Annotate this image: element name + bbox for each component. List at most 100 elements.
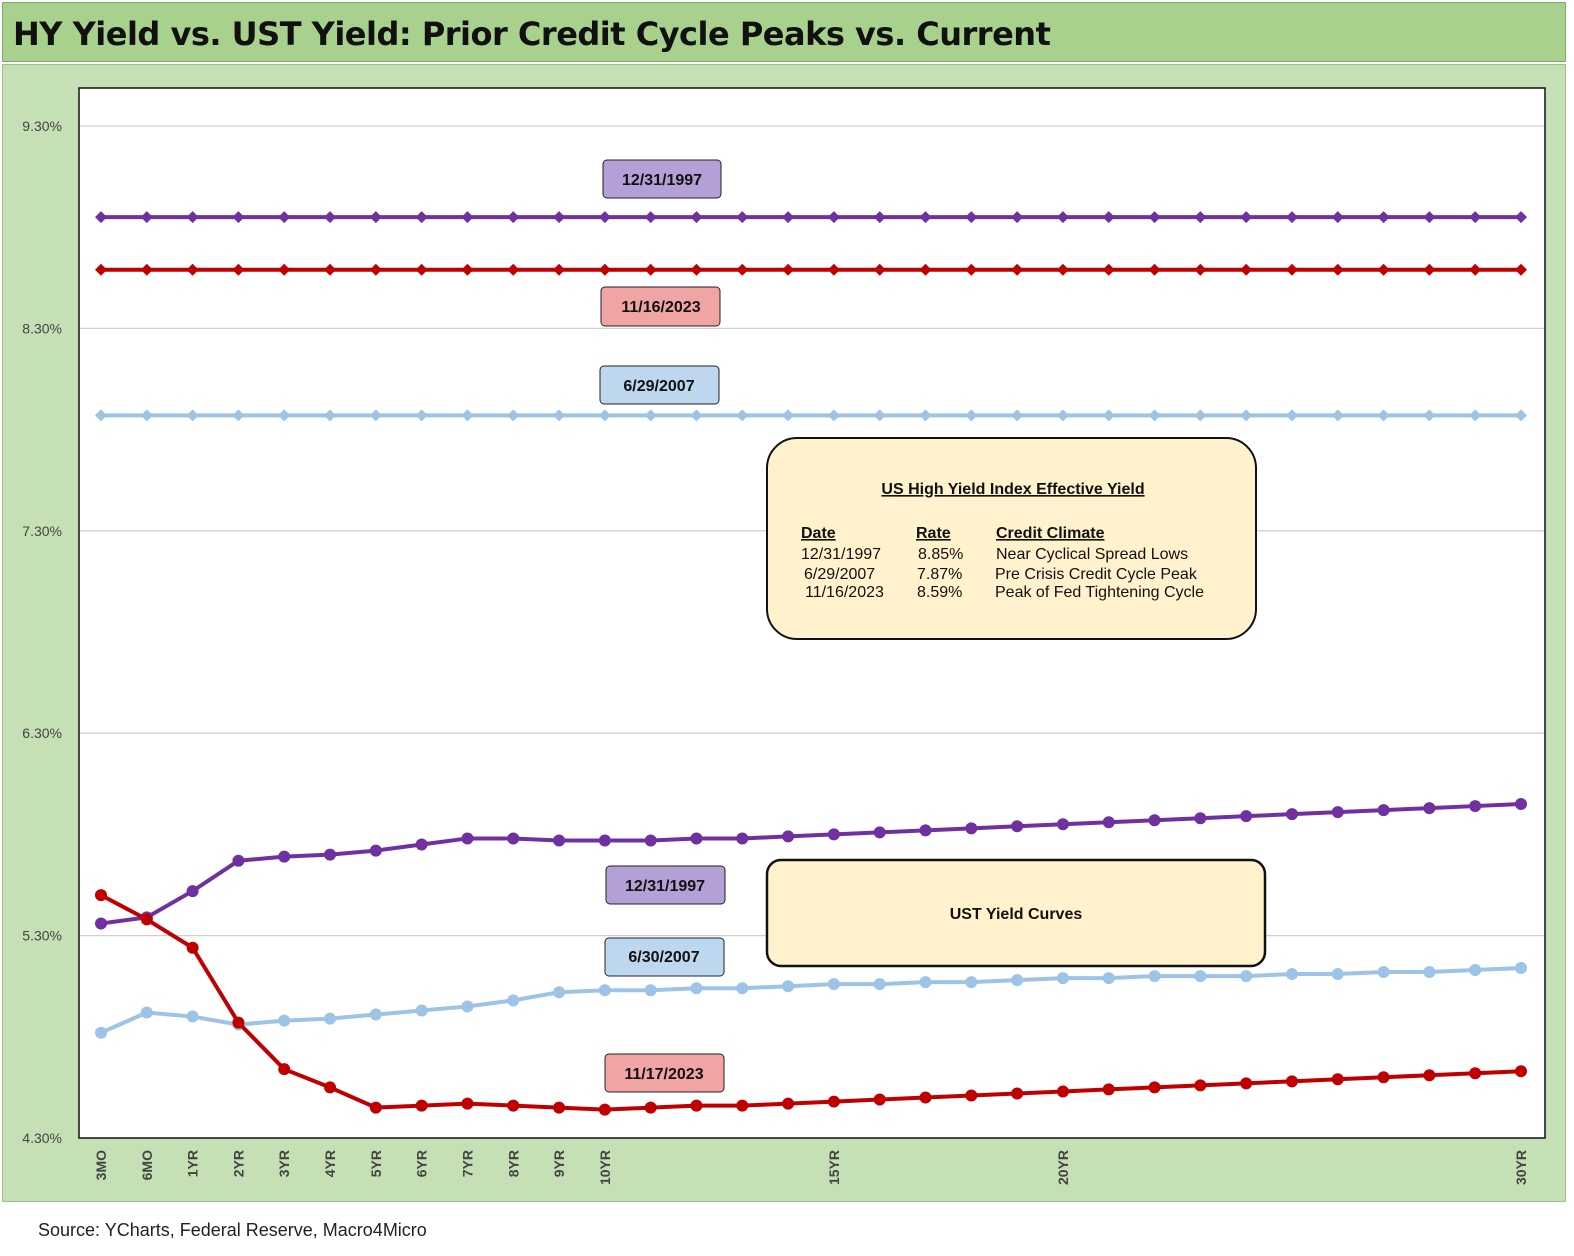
hy-series-2: [95, 409, 1527, 422]
ust-data-point: [461, 1000, 474, 1013]
x-tick-label: 7YR: [459, 1150, 475, 1177]
ust-data-point: [1377, 804, 1390, 817]
ust-data-point: [186, 1010, 199, 1023]
ust-data-point: [690, 982, 703, 995]
ust-data-point: [1469, 1067, 1482, 1080]
y-tick-labels: 9.30% 8.30% 7.30% 6.30% 5.30% 4.30%: [22, 118, 62, 1146]
hy-data-point: [598, 409, 611, 422]
hy-data-point: [278, 263, 291, 276]
ust-data-point: [827, 828, 840, 841]
ust-series-line: [100, 802, 1522, 926]
hy-box-header-climate: Credit Climate: [996, 525, 1105, 542]
hy-data-point: [369, 263, 382, 276]
x-tick-label: 6YR: [414, 1150, 430, 1177]
x-tick-label: 4YR: [322, 1150, 338, 1177]
hy-data-point: [1194, 263, 1207, 276]
hy-data-point: [461, 409, 474, 422]
hy-box-row-date: 11/16/2023: [805, 584, 884, 601]
hy-data-point: [1102, 263, 1115, 276]
hy-data-point: [1377, 409, 1390, 422]
ust-data-point: [736, 982, 749, 995]
ust-data-point: [369, 1008, 382, 1021]
hy-data-point: [507, 263, 520, 276]
hy-series-0: [95, 211, 1527, 224]
ust-data-point: [507, 1099, 520, 1112]
hy-data-point: [1515, 211, 1527, 224]
hy-data-point: [782, 263, 795, 276]
ust-data-point: [140, 1006, 153, 1019]
ust-data-point: [1011, 1087, 1024, 1100]
hy-data-point: [598, 263, 611, 276]
hy-data-point: [965, 211, 978, 224]
ust-data-point: [1423, 966, 1436, 979]
ust-data-point: [736, 1099, 749, 1112]
x-tick-label: 3MO: [93, 1150, 109, 1180]
hy-data-point: [827, 263, 840, 276]
hy-data-point: [1331, 211, 1344, 224]
ust-data-point: [415, 838, 428, 851]
hy-data-point: [278, 211, 291, 224]
ust-data-point: [873, 978, 886, 991]
ust-annotation-box: UST Yield Curves: [765, 858, 1267, 968]
ust-data-point: [507, 832, 520, 845]
ust-data-point: [324, 1012, 337, 1025]
hy-data-point: [1423, 263, 1436, 276]
series-tag: 12/31/1997: [602, 159, 722, 199]
ust-data-point: [186, 885, 199, 898]
hy-data-point: [1469, 409, 1482, 422]
ust-data-point: [919, 1091, 932, 1104]
hy-box-row-rate: 7.87%: [917, 566, 962, 583]
ust-data-point: [1377, 1071, 1390, 1084]
hy-data-point: [1469, 211, 1482, 224]
hy-data-point: [186, 211, 199, 224]
ust-data-point: [553, 834, 566, 847]
hy-data-point: [1285, 211, 1298, 224]
hy-data-point: [140, 211, 153, 224]
hy-data-point: [553, 263, 566, 276]
hy-data-point: [827, 211, 840, 224]
ust-data-point: [965, 1089, 978, 1102]
hy-data-point: [1194, 211, 1207, 224]
hy-data-point: [1102, 211, 1115, 224]
hy-data-point: [1102, 409, 1115, 422]
hy-data-point: [1148, 211, 1161, 224]
hy-annotation-box: US High Yield Index Effective Yield Date…: [766, 437, 1257, 640]
ust-data-point: [1423, 802, 1436, 815]
hy-data-point: [95, 211, 107, 224]
series-tag-label: 11/16/2023: [621, 299, 700, 316]
series-tag-label: 11/17/2023: [624, 1066, 703, 1083]
page-title: HY Yield vs. UST Yield: Prior Credit Cyc…: [13, 15, 1051, 53]
ust-data-point: [644, 984, 657, 997]
hy-data-point: [232, 409, 245, 422]
hy-data-point: [415, 263, 428, 276]
series-tag: 6/30/2007: [604, 937, 725, 977]
series-tag: 11/16/2023: [600, 286, 721, 327]
hy-data-point: [278, 409, 291, 422]
hy-data-point: [1285, 263, 1298, 276]
hy-box-row-rate: 8.59%: [917, 584, 962, 601]
ust-data-point: [1240, 970, 1253, 983]
hy-data-point: [782, 409, 795, 422]
hy-box-header-rate: Rate: [916, 525, 951, 542]
ust-data-point: [736, 832, 749, 845]
hy-box-title: US High Yield Index Effective Yield: [881, 481, 1144, 498]
ust-data-point: [1331, 806, 1344, 819]
hy-data-point: [965, 409, 978, 422]
x-tick-label: 3YR: [276, 1150, 292, 1177]
ust-data-point: [1148, 814, 1161, 827]
series-tag-label: 12/31/1997: [622, 172, 702, 189]
hy-box-header-date: Date: [801, 525, 836, 542]
y-tick-label: 6.30%: [22, 725, 62, 741]
series-tag-label: 6/30/2007: [628, 949, 699, 966]
y-tick-label: 5.30%: [22, 928, 62, 944]
hy-data-point: [507, 211, 520, 224]
source-note: Source: YCharts, Federal Reserve, Macro4…: [38, 1220, 427, 1240]
hy-data-point: [736, 211, 749, 224]
ust-data-point: [95, 917, 107, 930]
ust-data-point: [873, 826, 886, 839]
series-tag: 12/31/1997: [605, 865, 726, 905]
hy-data-point: [644, 211, 657, 224]
hy-data-point: [1469, 263, 1482, 276]
series-tag-label: 12/31/1997: [625, 878, 705, 895]
hy-data-point: [919, 409, 932, 422]
